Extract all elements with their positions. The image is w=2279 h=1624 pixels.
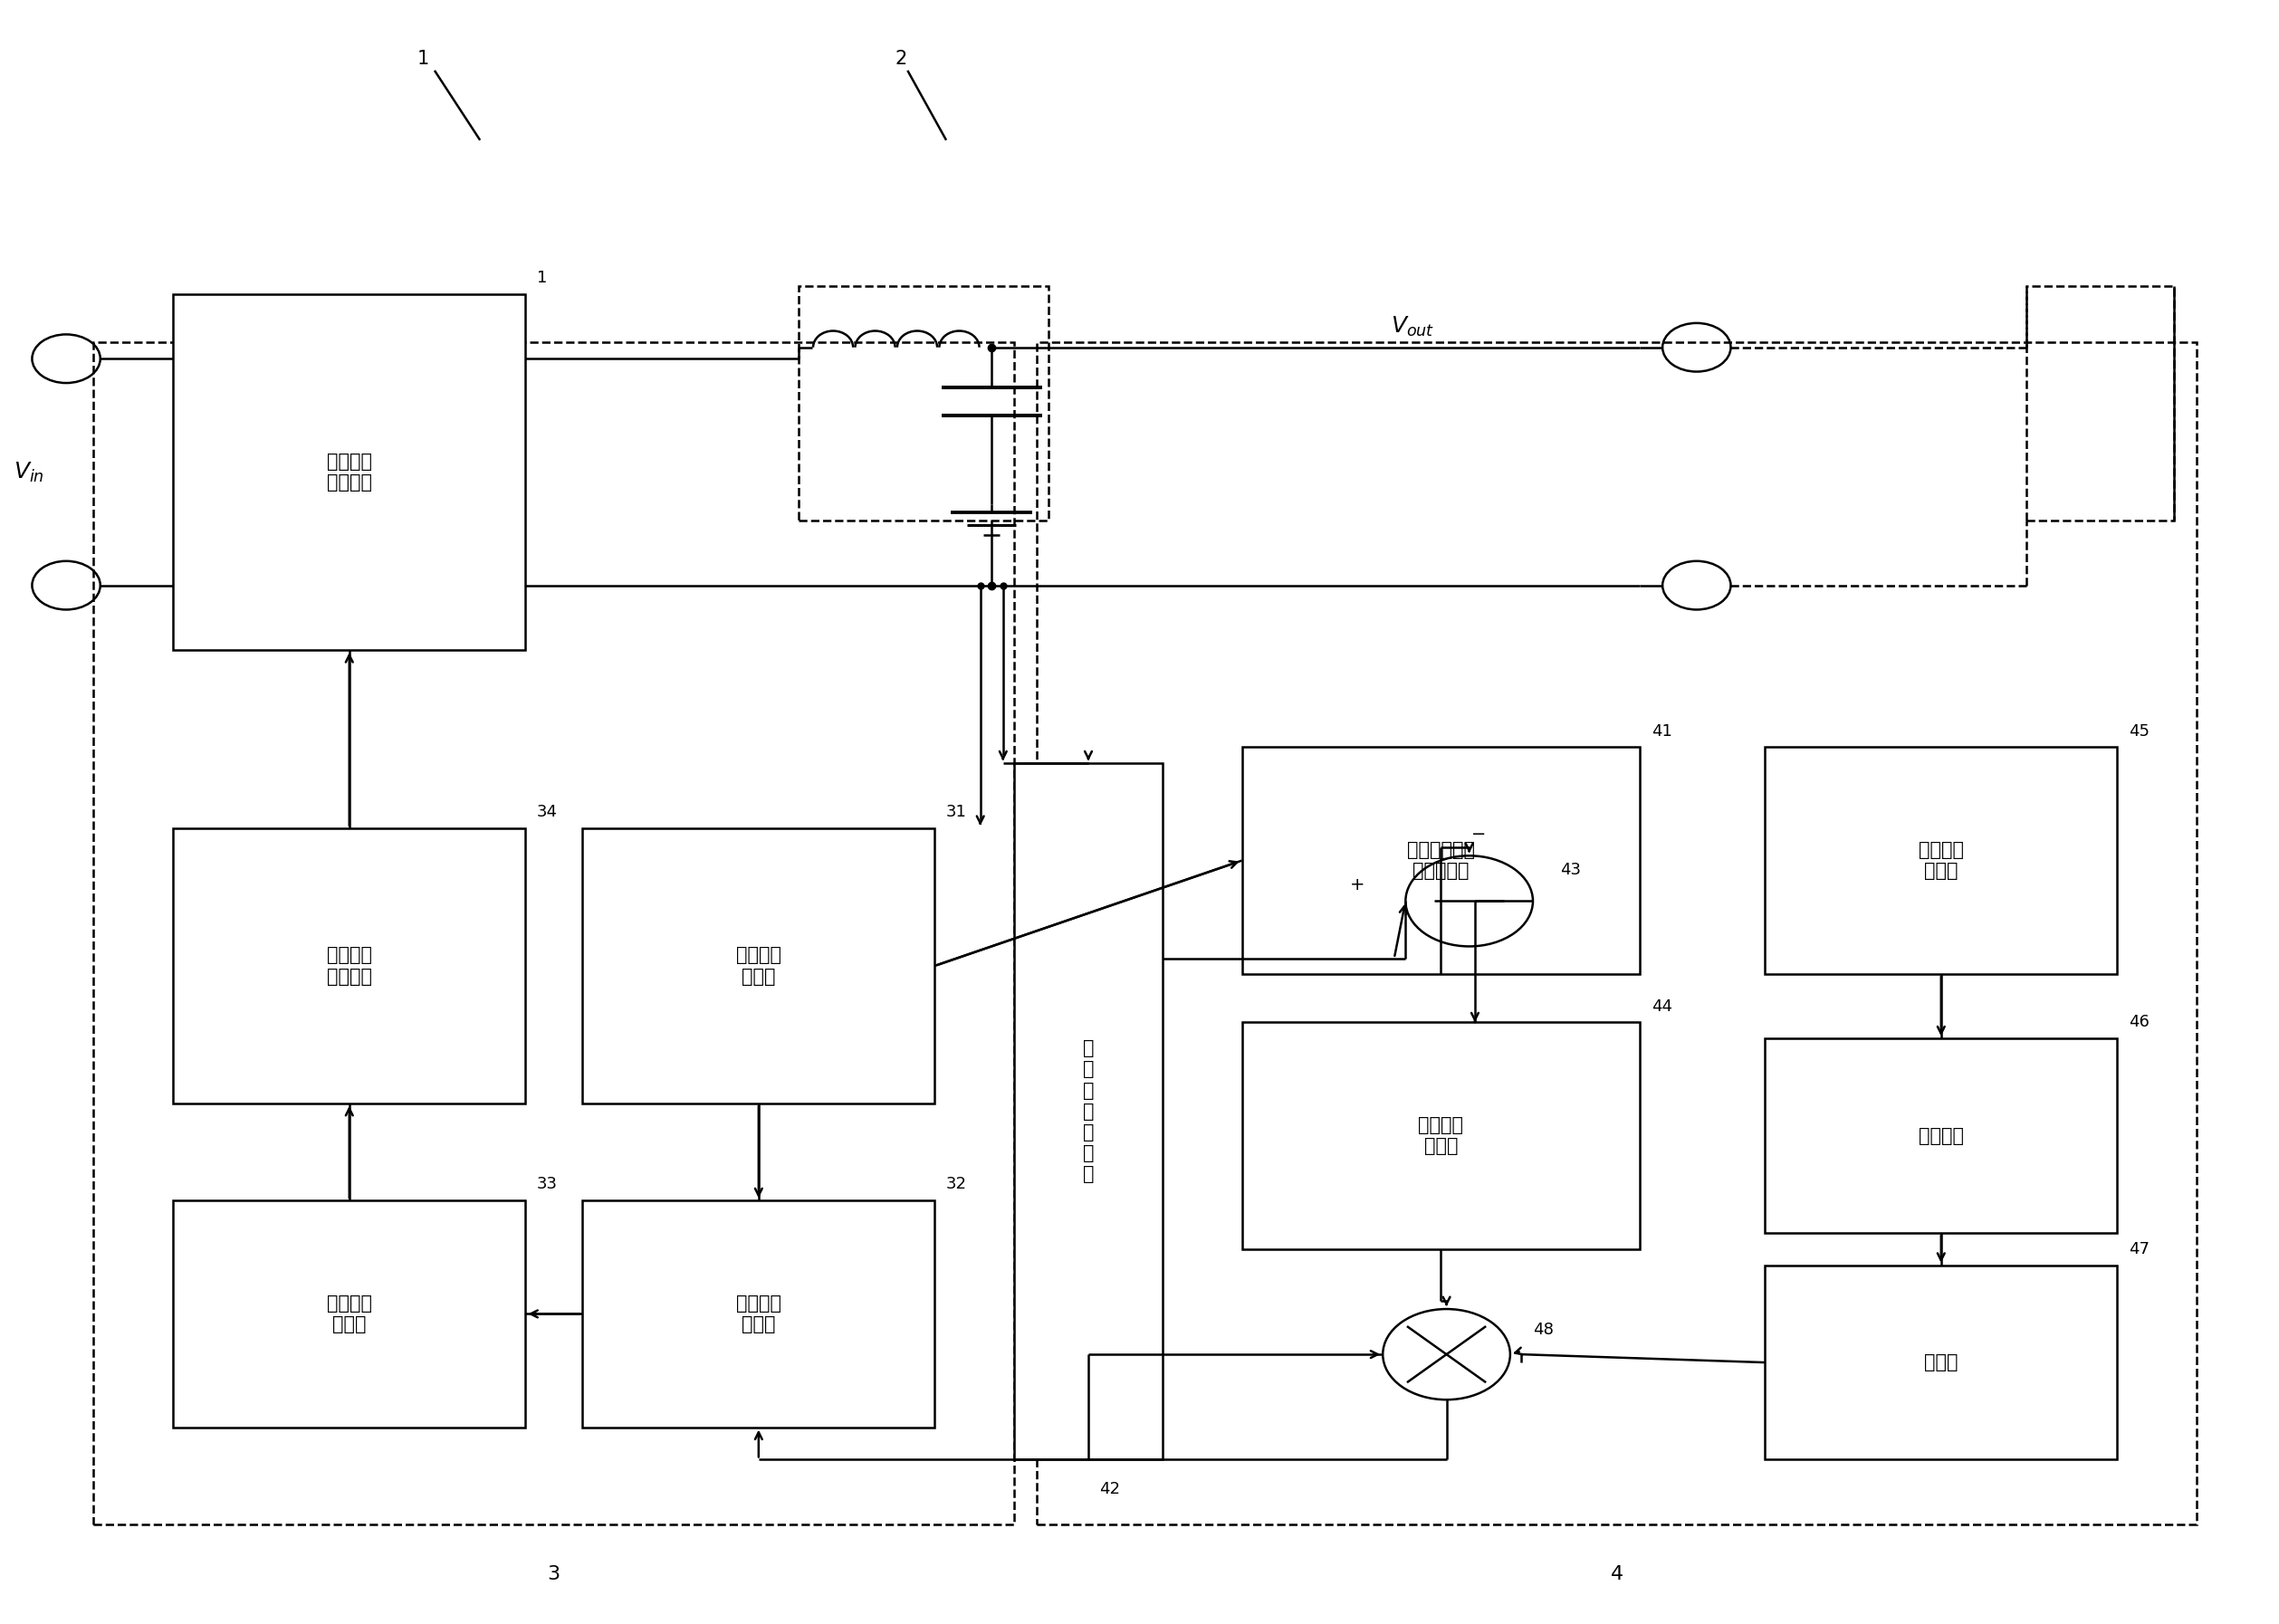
Text: 功率级晶
体管开关: 功率级晶 体管开关 xyxy=(326,453,371,492)
Text: 峰值或均方根
值计算电路: 峰值或均方根 值计算电路 xyxy=(1406,841,1475,880)
FancyBboxPatch shape xyxy=(583,1200,934,1427)
Text: 31: 31 xyxy=(946,804,966,820)
Text: 交流电压
补偿器: 交流电压 补偿器 xyxy=(736,1294,782,1333)
Text: −: − xyxy=(1470,825,1486,843)
Text: 33: 33 xyxy=(538,1176,558,1192)
Text: 43: 43 xyxy=(1561,862,1582,879)
FancyBboxPatch shape xyxy=(173,1200,526,1427)
FancyBboxPatch shape xyxy=(1764,747,2117,974)
Text: 1: 1 xyxy=(417,50,428,68)
FancyBboxPatch shape xyxy=(1014,763,1162,1460)
Text: 42: 42 xyxy=(1101,1481,1121,1497)
Text: 市电电压
取样器: 市电电压 取样器 xyxy=(1919,841,1964,880)
Text: 参
考
电
压
产
生
器: 参 考 电 压 产 生 器 xyxy=(1083,1039,1094,1184)
Text: 2: 2 xyxy=(896,50,907,68)
Text: 47: 47 xyxy=(2129,1241,2149,1257)
Text: 46: 46 xyxy=(2129,1015,2149,1031)
Text: 4: 4 xyxy=(1611,1566,1623,1583)
Text: 45: 45 xyxy=(2129,723,2149,739)
Text: 48: 48 xyxy=(1534,1322,1554,1338)
Text: +: + xyxy=(1349,877,1365,893)
Text: 44: 44 xyxy=(1652,999,1673,1015)
Text: 功率晶体
管驱动器: 功率晶体 管驱动器 xyxy=(326,947,371,986)
Text: $V_{out}$: $V_{out}$ xyxy=(1390,315,1433,338)
Text: 脉宽调制
产生器: 脉宽调制 产生器 xyxy=(326,1294,371,1333)
Text: $V_{in}$: $V_{in}$ xyxy=(14,460,46,484)
FancyBboxPatch shape xyxy=(1764,1265,2117,1460)
Text: 1: 1 xyxy=(538,270,547,286)
FancyBboxPatch shape xyxy=(173,828,526,1103)
Text: 34: 34 xyxy=(538,804,558,820)
FancyBboxPatch shape xyxy=(173,294,526,650)
Text: 3: 3 xyxy=(547,1566,561,1583)
FancyBboxPatch shape xyxy=(583,828,934,1103)
Text: 32: 32 xyxy=(946,1176,966,1192)
Text: 直流电压
补偿器: 直流电压 补偿器 xyxy=(1418,1116,1463,1155)
FancyBboxPatch shape xyxy=(1764,1039,2117,1233)
Text: 弦波表: 弦波表 xyxy=(1923,1353,1958,1372)
FancyBboxPatch shape xyxy=(1242,747,1641,974)
Text: 41: 41 xyxy=(1652,723,1673,739)
Text: 输出电压
取样器: 输出电压 取样器 xyxy=(736,947,782,986)
Text: 锁相电路: 锁相电路 xyxy=(1919,1127,1964,1145)
FancyBboxPatch shape xyxy=(1242,1023,1641,1249)
